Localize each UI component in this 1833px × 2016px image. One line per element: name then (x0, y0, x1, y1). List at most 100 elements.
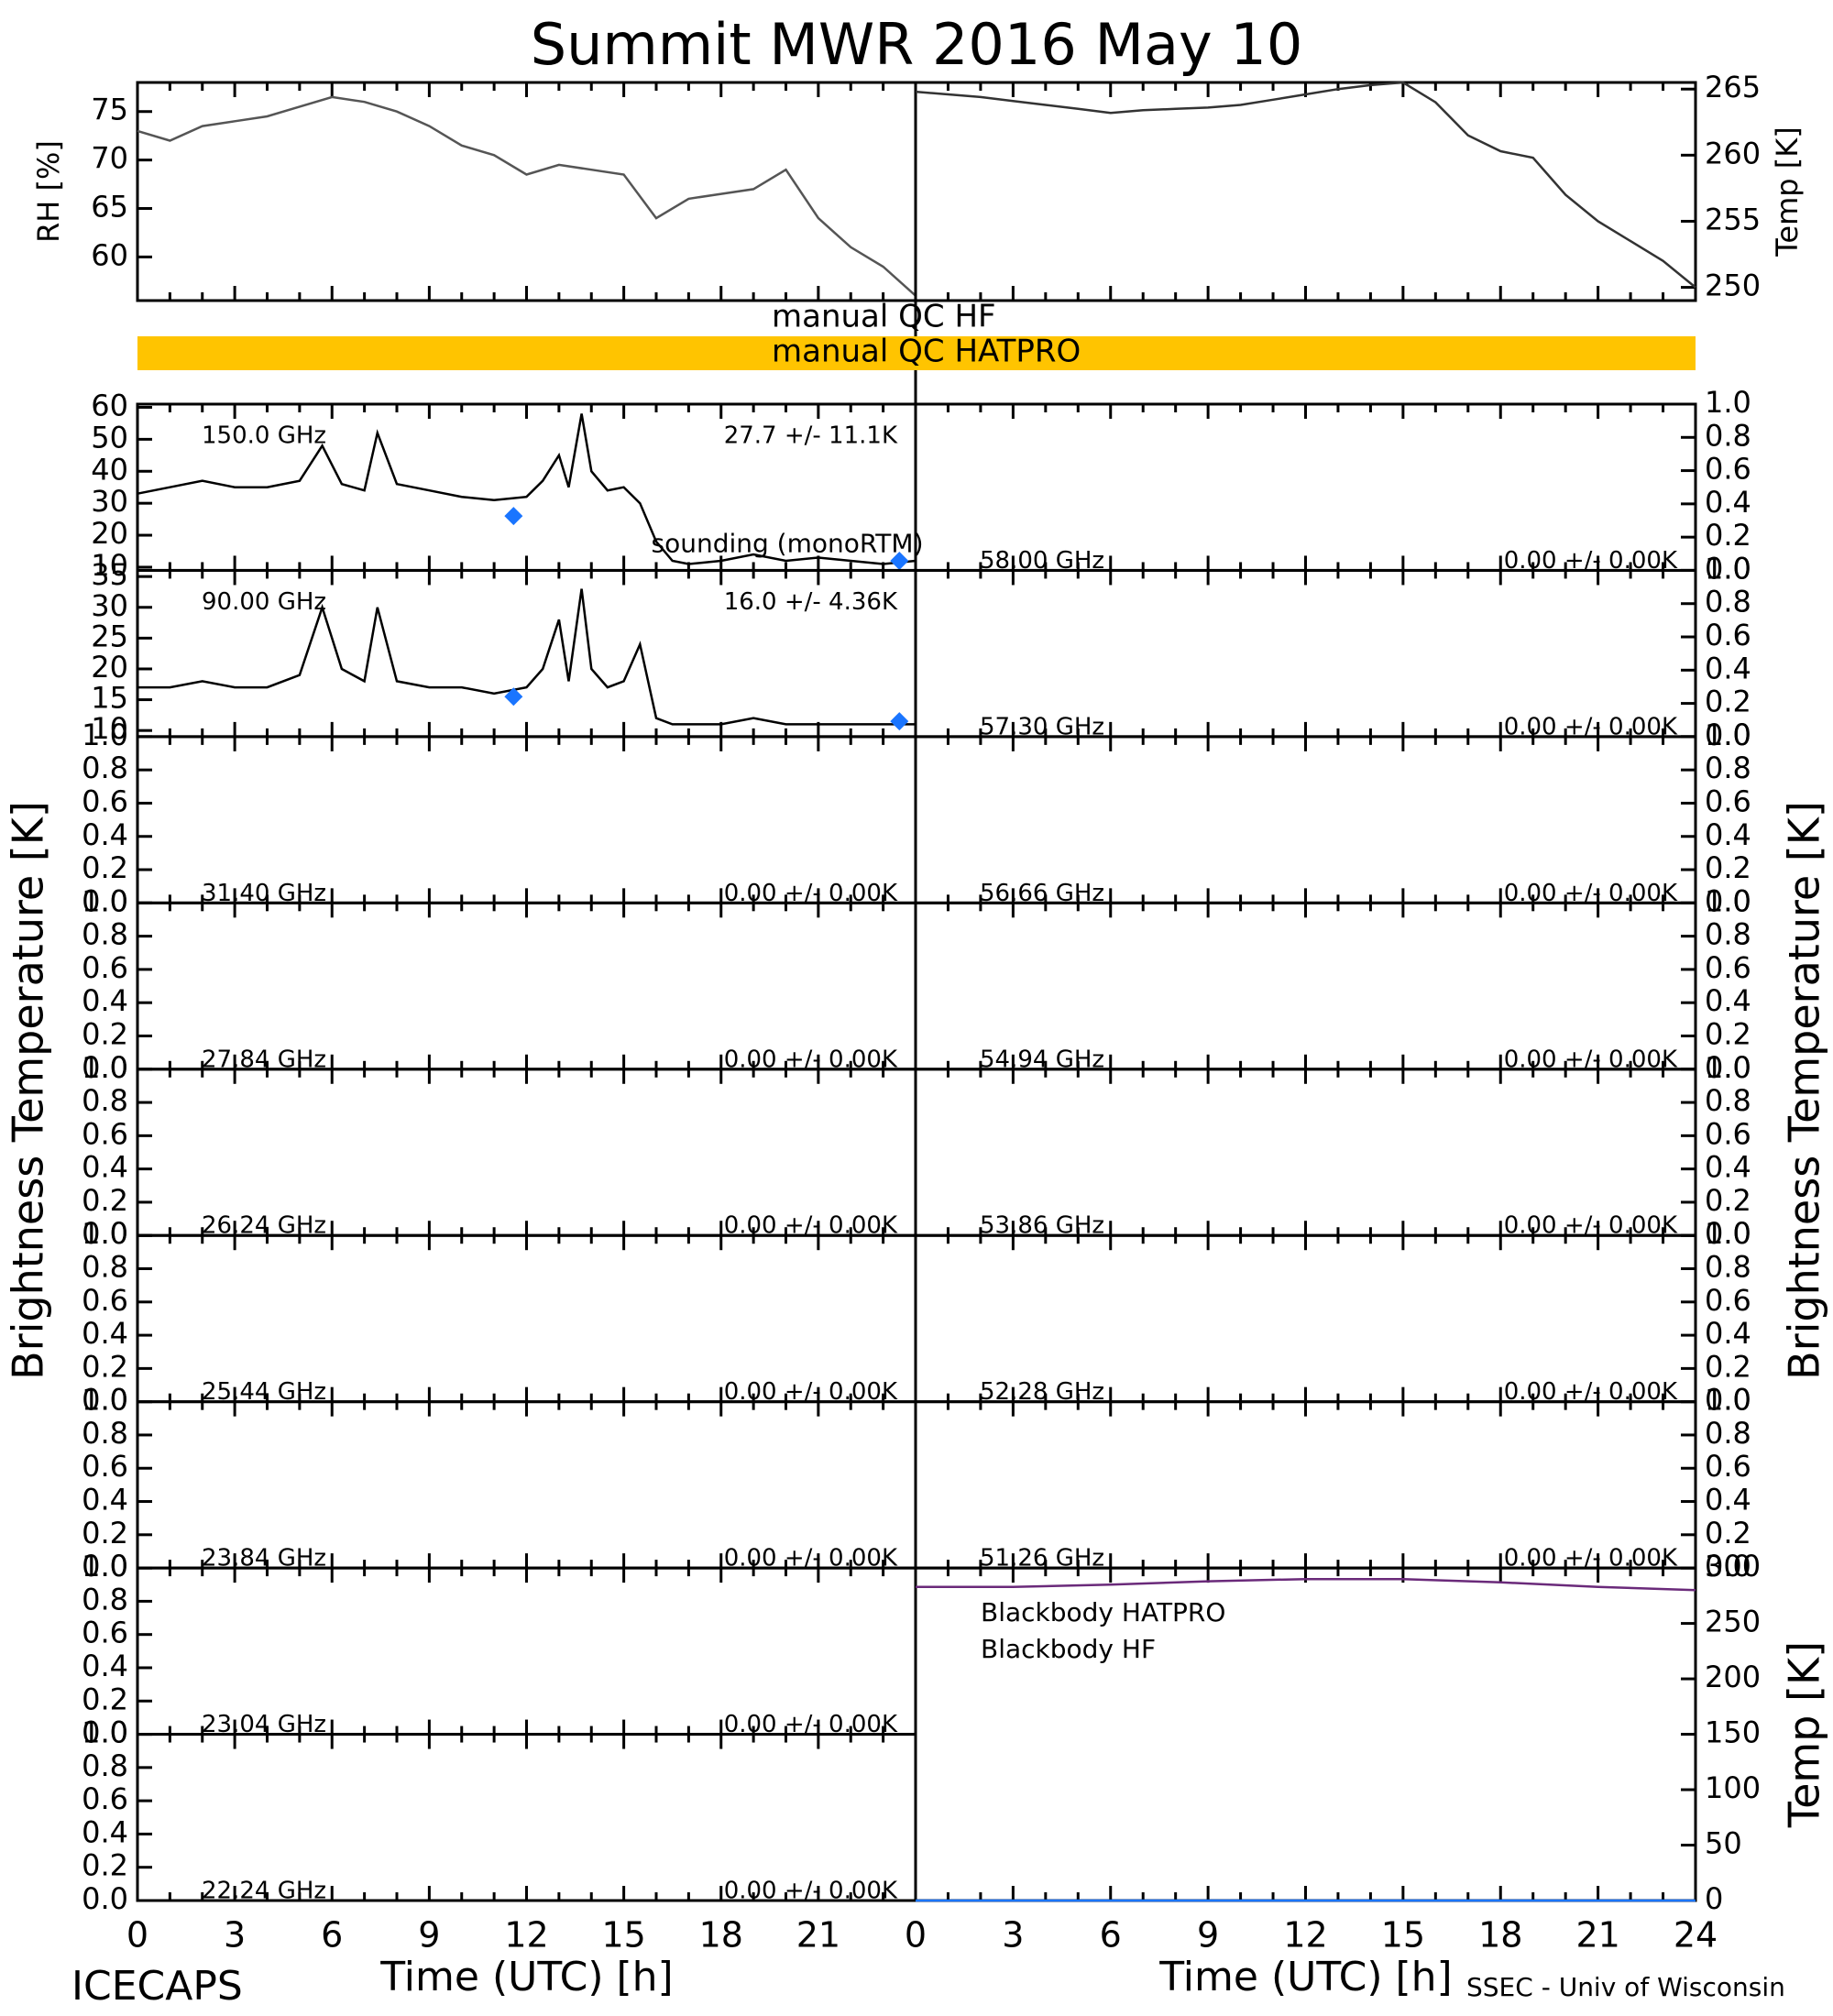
y-tick-label: 30 (91, 588, 128, 623)
y-tick-label: 0.2 (1705, 1016, 1751, 1051)
y-tick-label: 0.2 (1705, 685, 1751, 719)
y-tick-label: 0.0 (82, 1216, 128, 1251)
y-tick-label: 0.0 (1705, 1549, 1751, 1583)
y-tick-label: 0.2 (82, 1516, 128, 1550)
y-tick-label: 0 (1705, 1881, 1723, 1916)
y-tick-label: 0.6 (1705, 950, 1751, 985)
y-tick-label: 0.0 (1705, 1216, 1751, 1251)
y-tick-label: 15 (91, 681, 128, 716)
qc-bar (137, 336, 1696, 370)
y-axis-label: Temp [K] (1770, 126, 1805, 257)
x-tick-label: 15 (1381, 1915, 1425, 1956)
y-tick-label: 65 (91, 190, 128, 225)
qc-label: manual QC HF (772, 299, 996, 335)
y-tick-label: 300 (1705, 1549, 1761, 1583)
y-tick-label: 0.2 (82, 1848, 128, 1883)
y-tick-label: 50 (91, 420, 128, 455)
y-axis-label: Brightness Temperature [K] (1780, 801, 1829, 1380)
y-tick-label: 0.0 (82, 1549, 128, 1583)
y-tick-label: 0.6 (1705, 1283, 1751, 1318)
y-tick-label: 0.8 (1705, 1416, 1751, 1451)
y-tick-label: 0.4 (82, 983, 128, 1018)
data-line (137, 588, 916, 726)
y-tick-label: 20 (91, 650, 128, 685)
x-tick-label: 9 (418, 1915, 440, 1956)
y-tick-label: 1.0 (82, 1050, 128, 1085)
y-tick-label: 0.0 (1705, 1383, 1751, 1418)
y-tick-label: 0.6 (82, 1116, 128, 1151)
data-line (137, 95, 916, 297)
y-tick-label: 1.0 (82, 883, 128, 918)
x-tick-label: 3 (224, 1915, 246, 1956)
y-tick-label: 0.8 (1705, 585, 1751, 619)
y-tick-label: 1.0 (1705, 883, 1751, 918)
y-tick-label: 0.0 (1705, 551, 1751, 586)
y-tick-label: 0.6 (1705, 1116, 1751, 1151)
footer-left: ICECAPS (71, 1963, 243, 2010)
y-tick-label: 150 (1705, 1715, 1761, 1750)
y-tick-label: 0.4 (82, 1150, 128, 1185)
y-tick-label: 0.2 (82, 1183, 128, 1218)
stats-label: 16.0 +/- 4.36K (724, 588, 898, 616)
y-tick-label: 0.6 (82, 783, 128, 818)
channel-label: 22.24 GHz (202, 1878, 326, 1905)
y-tick-label: 0.6 (82, 1449, 128, 1484)
y-tick-label: 0.8 (1705, 1083, 1751, 1118)
data-point (890, 551, 909, 570)
y-tick-label: 0.6 (1705, 618, 1751, 652)
y-tick-label: 0.2 (1705, 518, 1751, 553)
y-tick-label: 60 (91, 388, 128, 422)
y-tick-label: 10 (91, 711, 128, 746)
data-line (915, 81, 1696, 289)
legend-label: Blackbody HATPRO (981, 1597, 1225, 1627)
y-tick-label: 0.2 (82, 850, 128, 885)
y-tick-label: 0.4 (1705, 651, 1751, 685)
y-tick-label: 0.4 (1705, 1316, 1751, 1351)
stats-label: 0.00 +/- 0.00K (724, 1878, 898, 1905)
y-tick-label: 0.4 (1705, 817, 1751, 852)
y-tick-label: 0.4 (82, 1814, 128, 1849)
y-tick-label: 0.6 (1705, 452, 1751, 487)
channel-label: 90.00 GHz (202, 588, 326, 616)
y-tick-label: 0.6 (1705, 783, 1751, 818)
y-tick-label: 200 (1705, 1660, 1761, 1694)
x-tick-label: 6 (321, 1915, 343, 1956)
y-tick-label: 0.8 (1705, 1250, 1751, 1285)
y-tick-label: 0.0 (1705, 1050, 1751, 1085)
y-tick-label: 0.6 (82, 950, 128, 985)
data-point (504, 687, 523, 707)
y-tick-label: 1.0 (1705, 1383, 1751, 1418)
y-tick-label: 0.0 (82, 1050, 128, 1085)
x-tick-label: 18 (1478, 1915, 1522, 1956)
y-tick-label: 0.2 (1705, 1349, 1751, 1384)
y-tick-label: 0.0 (1705, 883, 1751, 918)
y-tick-label: 265 (1705, 70, 1761, 104)
y-tick-label: 1.0 (82, 1715, 128, 1750)
y-tick-label: 0.2 (82, 1682, 128, 1716)
y-tick-label: 1.0 (1705, 551, 1751, 586)
y-tick-label: 0.8 (1705, 751, 1751, 785)
y-tick-label: 0.8 (82, 751, 128, 785)
y-tick-label: 60 (91, 237, 128, 272)
y-tick-label: 50 (1705, 1826, 1742, 1861)
title: Summit MWR 2016 May 10 (531, 11, 1303, 78)
y-tick-label: 0.2 (1705, 1516, 1751, 1550)
y-tick-label: 0.0 (1705, 718, 1751, 752)
y-tick-label: 0.8 (82, 1748, 128, 1783)
x-tick-label: 0 (126, 1915, 148, 1956)
y-tick-label: 10 (91, 548, 128, 583)
x-axis-label: Time (UTC) [h] (1158, 1954, 1452, 2000)
y-tick-label: 1.0 (1705, 718, 1751, 752)
x-tick-label: 6 (1100, 1915, 1122, 1956)
x-tick-label: 3 (1002, 1915, 1024, 1956)
data-line (137, 413, 916, 565)
x-tick-label: 12 (1283, 1915, 1327, 1956)
y-tick-label: 0.6 (82, 1283, 128, 1318)
y-tick-label: 0.2 (82, 1349, 128, 1384)
x-tick-label: 21 (1575, 1915, 1619, 1956)
y-tick-label: 1.0 (1705, 1216, 1751, 1251)
y-tick-label: 0.2 (1705, 850, 1751, 885)
x-tick-label: 12 (504, 1915, 548, 1956)
y-tick-label: 0.4 (82, 1483, 128, 1517)
y-tick-label: 40 (91, 452, 128, 487)
